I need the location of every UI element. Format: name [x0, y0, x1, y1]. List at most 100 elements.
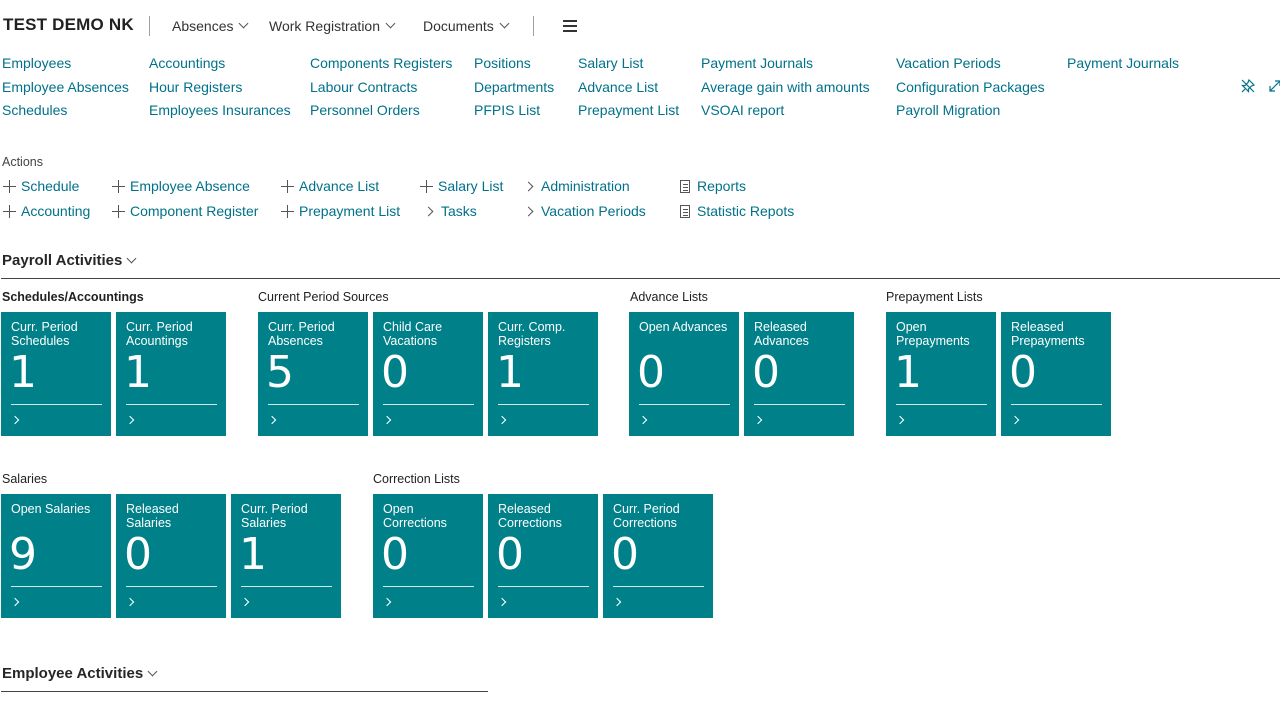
tile-divider — [11, 404, 102, 405]
action-label: Accounting — [21, 203, 91, 219]
chevron-right-icon — [423, 206, 434, 216]
tile-value: 1 — [239, 529, 267, 580]
nav-link-labour-contracts[interactable]: Labour Contracts — [310, 79, 418, 95]
tile-curr-period-schedules[interactable]: Curr. Period Schedules 1 — [1, 312, 111, 436]
tile-curr-period-acountings[interactable]: Curr. Period Acountings 1 — [116, 312, 226, 436]
tile-curr-comp-registers[interactable]: Curr. Comp. Registers 1 — [488, 312, 598, 436]
section-title: Employee Activities — [2, 665, 144, 682]
chevron-right-icon — [382, 597, 392, 607]
menu-label: Absences — [172, 18, 234, 34]
action-new-salary-list[interactable]: Salary List — [420, 178, 503, 194]
action-statistic-repots[interactable]: Statistic Repots — [680, 203, 794, 219]
tile-divider — [383, 404, 474, 405]
menu-absences[interactable]: Absences — [172, 18, 249, 34]
menu-documents[interactable]: Documents — [423, 18, 510, 34]
tile-value: 0 — [752, 347, 780, 398]
chevron-right-icon — [10, 415, 20, 425]
plus-icon — [112, 179, 125, 193]
tile-value: 1 — [124, 347, 152, 398]
tile-value: 0 — [124, 529, 152, 580]
nav-link-employees-insurances[interactable]: Employees Insurances — [149, 102, 291, 118]
tile-divider — [126, 404, 217, 405]
nav-link-vsoai-report[interactable]: VSOAI report — [701, 102, 785, 118]
nav-link-employee-absences[interactable]: Employee Absences — [2, 79, 129, 95]
employee-activities-heading[interactable]: Employee Activities — [2, 665, 158, 682]
nav-link-employees[interactable]: Employees — [2, 55, 72, 71]
tile-curr-period-salaries[interactable]: Curr. Period Salaries 1 — [231, 494, 341, 618]
nav-link-components-registers[interactable]: Components Registers — [310, 55, 453, 71]
action-new-prepayment-list[interactable]: Prepayment List — [281, 203, 400, 219]
tile-value: 0 — [381, 347, 409, 398]
nav-link-prepayment-list[interactable]: Prepayment List — [578, 102, 680, 118]
nav-link-accountings[interactable]: Accountings — [149, 55, 226, 71]
section-divider — [1, 278, 1280, 279]
chevron-down-icon — [239, 18, 249, 29]
report-icon — [680, 179, 690, 193]
action-label: Advance List — [299, 178, 380, 194]
chevron-down-icon — [147, 666, 158, 676]
nav-link-departments[interactable]: Departments — [474, 79, 555, 95]
action-new-component-register[interactable]: Component Register — [112, 203, 258, 219]
nav-link-average-gain[interactable]: Average gain with amounts — [701, 79, 870, 95]
tile-value: 0 — [496, 529, 524, 580]
expand-icon[interactable] — [1267, 78, 1280, 94]
tile-released-salaries[interactable]: Released Salaries 0 — [116, 494, 226, 618]
tile-label: Curr. Comp. Registers — [498, 320, 566, 348]
tile-child-care-vacations[interactable]: Child Care Vacations 0 — [373, 312, 483, 436]
tile-curr-period-absences[interactable]: Curr. Period Absences 5 — [258, 312, 368, 436]
action-tasks[interactable]: Tasks — [423, 203, 477, 219]
tile-open-advances[interactable]: Open Advances 0 — [629, 312, 739, 436]
nav-link-vacation-periods[interactable]: Vacation Periods — [896, 55, 1001, 71]
tile-label: Curr. Period Absences — [268, 320, 335, 348]
company-name[interactable]: TEST DEMO NK — [3, 15, 134, 34]
tile-released-corrections[interactable]: Released Corrections 0 — [488, 494, 598, 618]
nav-link-salary-list[interactable]: Salary List — [578, 55, 644, 71]
report-icon — [680, 204, 690, 218]
plus-icon — [3, 179, 16, 193]
nav-link-payroll-migration[interactable]: Payroll Migration — [896, 102, 1001, 118]
action-new-advance-list[interactable]: Advance List — [281, 178, 379, 194]
nav-link-schedules[interactable]: Schedules — [2, 102, 68, 118]
chevron-right-icon — [497, 597, 507, 607]
chevron-right-icon — [240, 597, 250, 607]
tile-curr-period-corrections[interactable]: Curr. Period Corrections 0 — [603, 494, 713, 618]
nav-link-configuration-packages[interactable]: Configuration Packages — [896, 79, 1045, 95]
hamburger-menu-icon[interactable] — [563, 20, 577, 32]
tile-released-advances[interactable]: Released Advances 0 — [744, 312, 854, 436]
nav-link-positions[interactable]: Positions — [474, 55, 531, 71]
chevron-right-icon — [497, 415, 507, 425]
menu-work-registration[interactable]: Work Registration — [269, 18, 396, 34]
action-new-employee-absence[interactable]: Employee Absence — [112, 178, 250, 194]
chevron-right-icon — [753, 415, 763, 425]
nav-link-payment-journals-2[interactable]: Payment Journals — [1067, 55, 1180, 71]
tile-divider — [498, 586, 589, 587]
tile-label: Curr. Period Acountings — [126, 320, 193, 348]
nav-link-personnel-orders[interactable]: Personnel Orders — [310, 102, 420, 118]
section-divider — [1, 691, 488, 692]
action-administration[interactable]: Administration — [523, 178, 630, 194]
tile-released-prepayments[interactable]: Released Prepayments 0 — [1001, 312, 1111, 436]
tile-value: 1 — [894, 347, 922, 398]
payroll-activities-heading[interactable]: Payroll Activities — [2, 252, 137, 269]
menu-label: Work Registration — [269, 18, 381, 34]
unpin-icon[interactable] — [1240, 78, 1256, 94]
action-new-accounting[interactable]: Accounting — [3, 203, 90, 219]
action-new-schedule[interactable]: Schedule — [3, 178, 79, 194]
actions-heading: Actions — [2, 155, 43, 169]
tile-value: 5 — [266, 347, 294, 398]
nav-link-advance-list[interactable]: Advance List — [578, 79, 659, 95]
action-vacation-periods[interactable]: Vacation Periods — [523, 203, 646, 219]
tile-open-prepayments[interactable]: Open Prepayments 1 — [886, 312, 996, 436]
plus-icon — [112, 204, 125, 218]
action-reports[interactable]: Reports — [680, 178, 746, 194]
nav-link-pfpis-list[interactable]: PFPIS List — [474, 102, 541, 118]
group-title-advance-lists: Advance Lists — [630, 290, 708, 304]
tile-open-corrections[interactable]: Open Corrections 0 — [373, 494, 483, 618]
tile-value: 0 — [381, 529, 409, 580]
tile-open-salaries[interactable]: Open Salaries 9 — [1, 494, 111, 618]
nav-link-payment-journals[interactable]: Payment Journals — [701, 55, 814, 71]
chevron-down-icon — [385, 18, 396, 29]
chevron-right-icon — [10, 597, 20, 607]
tile-divider — [126, 586, 217, 587]
nav-link-hour-registers[interactable]: Hour Registers — [149, 79, 243, 95]
